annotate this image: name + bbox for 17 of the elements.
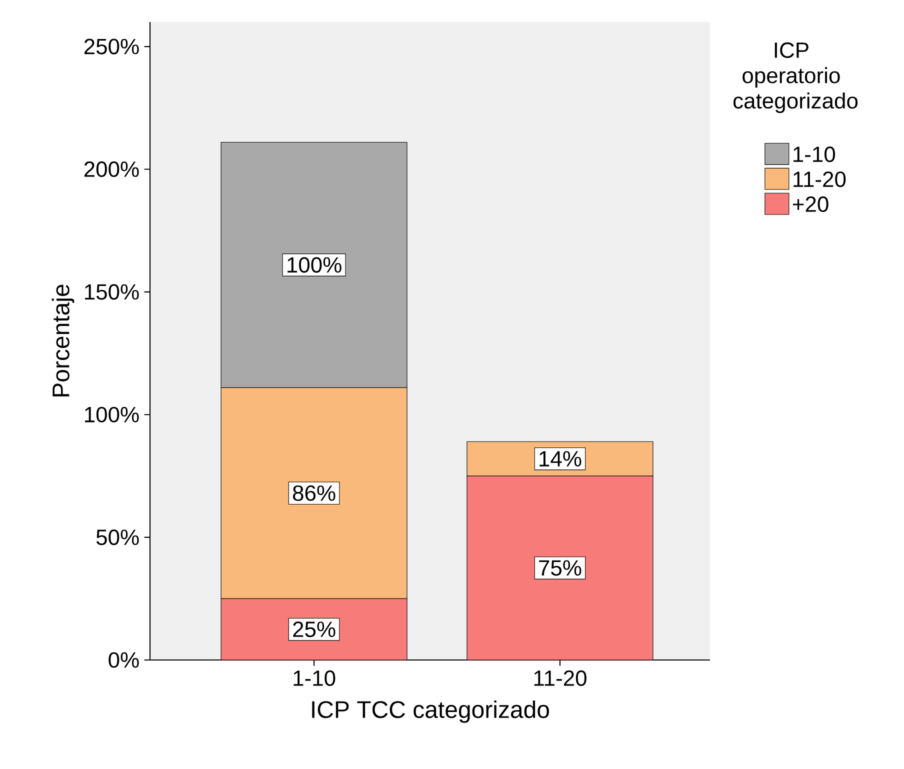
y-axis-title: Porcentaje [52,284,74,396]
data-label: 100% [288,257,342,273]
legend-label: 1-10 [794,146,836,162]
data-label: 25% [293,622,336,638]
x-axis-title: ICP TCC categorizado [312,700,549,723]
legend-label: 11-20 [794,171,846,188]
y-tick-label: 100% [85,406,139,422]
y-tick-label: 200% [84,161,139,178]
legend-label: +20 [792,196,828,212]
legend-title: ICP operatorio categorizado [733,42,858,113]
y-tick-label: 150% [85,284,139,300]
data-label: 14% [540,451,582,466]
y-tick-label: 50% [96,530,139,546]
data-label: 86% [292,485,336,501]
y-tick-label: 0% [108,652,139,668]
y-tick-label: 250% [84,38,139,54]
data-label: 75% [539,560,582,576]
